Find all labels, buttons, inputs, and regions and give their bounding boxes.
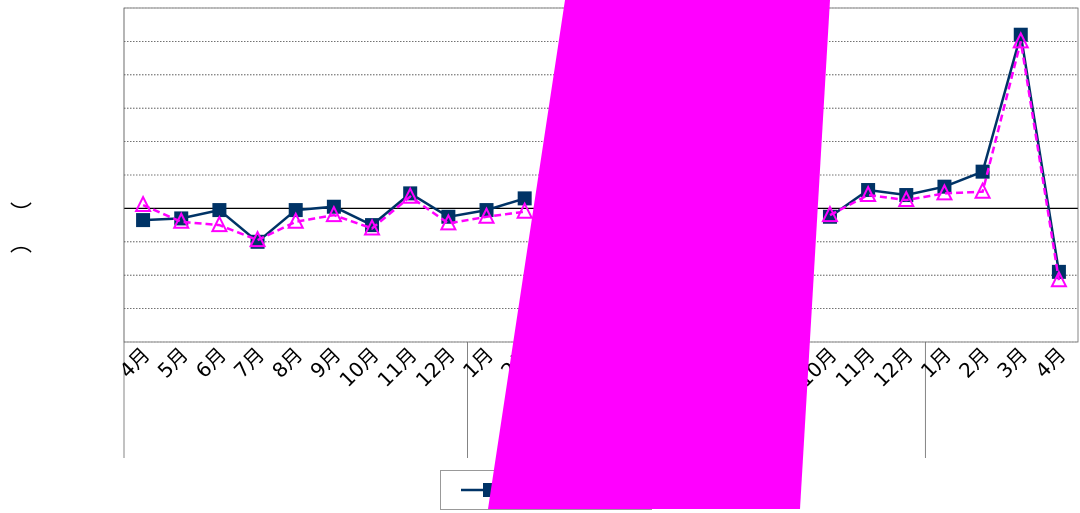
series-1-point — [288, 203, 303, 218]
series-group — [134, 27, 1068, 288]
series-2-point — [935, 183, 954, 201]
series-2-point — [134, 194, 152, 213]
series-2-point — [516, 201, 534, 219]
series-2-point — [210, 214, 229, 233]
x-tick-label: 2月 — [496, 343, 536, 383]
x-tick-label: 11月 — [373, 343, 422, 392]
series-2-point — [363, 218, 381, 236]
series-2-point — [1050, 269, 1068, 288]
series-2-point — [172, 211, 190, 229]
series-2-point — [897, 189, 915, 208]
series-2-point — [287, 211, 305, 229]
x-tick-label: 7月 — [229, 343, 269, 383]
x-tick-label: 1月 — [916, 343, 956, 383]
series-2-point — [973, 181, 992, 199]
y-axis-label-glyph-2: ︵ — [10, 232, 33, 257]
series-2-point — [325, 204, 343, 223]
x-tick-label: 11月 — [831, 343, 880, 392]
x-tick-label: 6月 — [191, 343, 231, 383]
series-2-point — [401, 186, 419, 204]
x-tick-label: 1月 — [458, 343, 498, 383]
series-2-point — [248, 229, 267, 248]
y-axis-label: ︶ ︵ — [4, 196, 34, 257]
legend — [440, 470, 652, 510]
x-tick-label: 12月 — [869, 343, 918, 392]
series-1-point — [136, 213, 151, 228]
x-tick-label: 4月 — [1030, 343, 1070, 383]
x-tick-label: 8月 — [267, 343, 307, 383]
x-tick-label: 10月 — [792, 343, 841, 392]
x-tick-label: 5月 — [153, 343, 193, 383]
x-tick-label: 12月 — [411, 343, 460, 392]
series-2-point — [1012, 31, 1030, 49]
series-1-point — [975, 164, 990, 179]
series-1-point — [212, 203, 227, 218]
series-1-line — [143, 34, 1061, 273]
legend-marks — [461, 483, 497, 497]
x-tick-label: 2月 — [954, 343, 994, 383]
x-tick-label: 10月 — [334, 343, 383, 392]
gridlines — [124, 7, 1078, 343]
series-2-point — [439, 213, 457, 231]
x-tick-label: 4月 — [114, 343, 154, 383]
series-2-point — [859, 184, 877, 203]
x-tick-label: 3月 — [992, 343, 1032, 383]
legend-series-1-marker — [483, 483, 497, 497]
y-axis-label-glyph-1: ︶ — [10, 202, 33, 227]
series-2-line — [142, 41, 1061, 281]
